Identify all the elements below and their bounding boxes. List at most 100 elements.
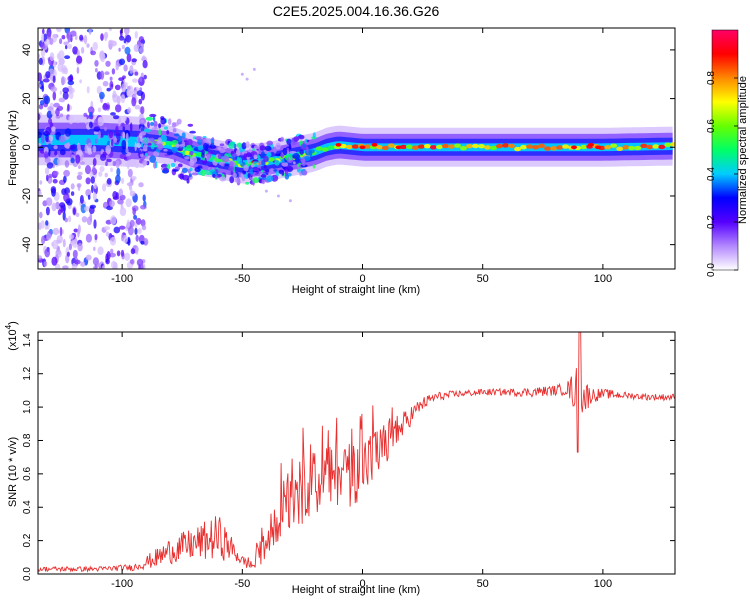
spectrogram-noise: [65, 45, 68, 50]
spectrogram-noise: [157, 143, 164, 151]
spectrogram-noise: [129, 122, 133, 132]
spectrogram-noise: [59, 149, 66, 156]
spectrogram-noise: [58, 97, 66, 103]
spectrogram-noise: [228, 166, 235, 172]
spectrogram-noise: [80, 46, 85, 54]
spectrogram-noise: [94, 261, 99, 269]
spectrogram-noise: [125, 34, 132, 43]
snr-x-tick-label: 0: [359, 578, 365, 590]
spectrogram-cell: [195, 152, 203, 157]
spectrogram-noise: [177, 163, 183, 168]
snr-series: [38, 332, 675, 573]
spectrogram-noise: [52, 227, 60, 236]
spectrogram-noise: [59, 226, 63, 237]
spectrogram-noise: [86, 86, 90, 94]
spectrogram-noise: [105, 161, 108, 167]
spectrogram-noise: [58, 135, 66, 143]
spectrogram-cell: [616, 146, 624, 151]
spectrogram-noise: [132, 207, 136, 216]
spectrogram-noise: [273, 146, 277, 154]
spectrogram-cell: [466, 144, 473, 149]
spectrogram-noise: [189, 130, 197, 134]
spectrogram-noise: [108, 130, 114, 139]
spectrogram-noise: [102, 80, 109, 87]
spectrogram-noise: [72, 46, 78, 55]
spectrogram-cell: [327, 145, 335, 150]
spectrogram-noise: [259, 145, 266, 151]
spectrogram-noise: [189, 167, 193, 172]
spectrogram-noise: [247, 173, 251, 179]
spectrogram-noise: [183, 139, 188, 143]
spectrogram-cell: [339, 143, 347, 149]
spectrogram-noise: [49, 38, 54, 45]
spectrogram-noise: [52, 91, 57, 101]
spectrogram-noise: [166, 130, 170, 135]
spectrogram-noise: [64, 160, 70, 168]
spectrogram-cell: [640, 143, 648, 148]
spectrogram-noise: [63, 169, 70, 177]
spectrogram-hotspot: [359, 145, 366, 150]
spectrogram-cell: [532, 145, 540, 150]
chart-title: C2E5.2025.004.16.36.G26: [273, 3, 440, 19]
spectrogram-noise: [59, 38, 63, 45]
spectrogram-noise: [230, 141, 236, 145]
spectrogram-noise: [63, 67, 68, 75]
spectrogram-cell: [472, 143, 479, 149]
spectrogram-cell: [478, 144, 485, 149]
spectrogram-cell: [454, 143, 461, 148]
spectrogram-noise: [203, 138, 210, 143]
spectrogram-noise: [144, 137, 147, 145]
spectrogram-noise: [87, 151, 93, 155]
snr-scale-label: (x104): [4, 321, 19, 351]
spectrogram-cell: [165, 141, 173, 146]
spectrogram-noise: [266, 151, 272, 158]
spectrogram-noise: [112, 93, 119, 103]
spectrogram-noise: [124, 252, 131, 261]
spectrogram-noise: [104, 71, 110, 76]
spectrogram-noise: [208, 164, 216, 168]
spectrogram-noise: [195, 136, 203, 140]
spectrogram-noise: [38, 57, 43, 65]
spectrogram-noise: [130, 248, 136, 255]
spectrogram-noise: [69, 150, 72, 159]
spectrogram-noise: [74, 236, 78, 245]
spectrogram-noise: [75, 119, 81, 124]
snr-frame: [37, 331, 676, 575]
spectrogram-noise: [98, 171, 103, 177]
spectrogram-noise: [62, 91, 69, 100]
spectrogram-noise: [171, 146, 178, 153]
spectrogram-noise: [143, 74, 147, 80]
spectrogram-noise: [44, 248, 50, 258]
spectrogram-noise: [100, 33, 104, 41]
spectrogram-noise: [121, 83, 127, 93]
spectrogram-noise: [110, 139, 114, 147]
spectrogram-noise: [151, 127, 159, 130]
spectrogram-y-tick-label: 40: [21, 44, 33, 56]
spectrogram-noise: [63, 175, 67, 183]
spectrogram-noise: [118, 77, 125, 81]
spectrogram-noise: [88, 121, 93, 129]
spectrogram-noise: [163, 148, 168, 152]
spectrogram-noise: [39, 211, 43, 219]
spectrogram-noise: [55, 28, 62, 33]
spectrogram-noise: [112, 191, 118, 200]
spectrogram-noise: [140, 204, 147, 210]
spectrogram-noise: [85, 189, 92, 197]
spectrogram-cell: [315, 146, 323, 151]
spectrogram-noise: [81, 216, 88, 223]
spectrogram-noise: [125, 140, 129, 150]
spectrogram-noise: [50, 86, 57, 92]
spectrogram-noise: [40, 42, 46, 50]
spectrogram-noise: [118, 188, 124, 197]
spectrogram-y-tick-label: 0: [21, 144, 33, 150]
spectrogram-noise: [48, 173, 53, 179]
spectrogram-noise: [77, 228, 80, 238]
spectrogram-noise: [84, 205, 90, 212]
spectrogram-noise: [67, 80, 75, 86]
spectrogram-noise: [219, 176, 227, 182]
spectrogram-noise: [115, 125, 119, 135]
spectrogram-noise: [64, 55, 71, 60]
spectrogram-noise: [158, 123, 162, 129]
spectrogram-noise: [142, 144, 148, 152]
spectrogram-cell: [345, 144, 353, 150]
